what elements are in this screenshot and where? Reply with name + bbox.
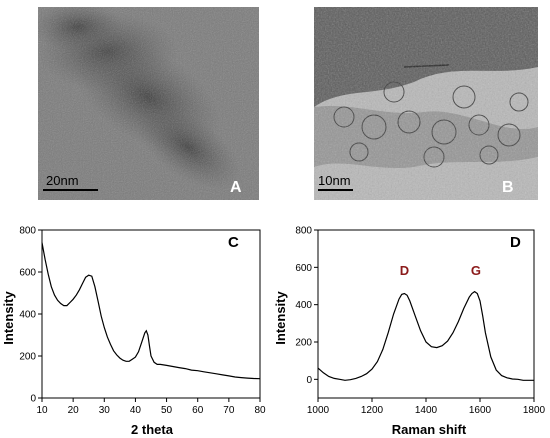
scale-bar-label-a: 20nm	[46, 173, 79, 188]
xrd-x-tick-label: 20	[68, 405, 80, 416]
xrd-series-line	[41, 242, 261, 380]
raman-x-tick-label: 1400	[415, 405, 438, 416]
xrd-x-tick-label: 10	[36, 405, 48, 416]
xrd-plot-frame	[41, 229, 261, 399]
xrd-x-tick-label: 60	[192, 405, 204, 416]
scale-bar-label-b: 10nm	[318, 173, 351, 188]
raman-x-axis-label: Raman shift	[392, 422, 467, 437]
raman-y-tick-label: 600	[295, 263, 312, 274]
raman-peak-label-g: G	[471, 263, 481, 278]
tem-image-a-picture: 20nm A	[38, 7, 259, 200]
xrd-x-tick-label: 30	[99, 405, 111, 416]
xrd-y-tick-label: 0	[30, 394, 36, 405]
raman-y-axis-label: Intensity	[273, 291, 288, 345]
xrd-x-tick-label: 80	[254, 405, 266, 416]
raman-y-tick-label: 200	[295, 338, 312, 349]
xrd-y-axis-label: Intensity	[1, 291, 16, 345]
xrd-x-axis-label: 2 theta	[131, 422, 174, 437]
xrd-x-tick-label: 40	[130, 405, 142, 416]
raman-x-tick-label: 1600	[469, 405, 492, 416]
xrd-y-tick-label: 600	[19, 268, 36, 279]
tem-image-b: 10nm B	[314, 7, 538, 200]
raman-x-tick-label: 1000	[307, 405, 330, 416]
panel-letter-c: C	[228, 234, 239, 251]
raman-y-tick-label: 400	[295, 300, 312, 311]
xrd-y-tick-label: 200	[19, 352, 36, 363]
raman-y-tick-label: 0	[306, 375, 312, 386]
raman-chart: 1000 1200 1400 1600 1800 0 200 400 600 800 D G D R…	[273, 226, 546, 438]
tem-image-b-picture: 10nm B	[314, 7, 538, 200]
raman-series-line	[317, 290, 534, 381]
tem-image-a: 20nm A	[38, 7, 259, 200]
raman-y-tick-label: 800	[295, 226, 312, 237]
xrd-x-tick-label: 50	[161, 405, 173, 416]
raman-x-tick-label: 1800	[523, 405, 546, 416]
xrd-x-tick-label: 70	[223, 405, 235, 416]
panel-letter-b: B	[502, 179, 514, 196]
xrd-y-tick-label: 800	[19, 226, 36, 237]
panel-letter-d: D	[510, 234, 521, 251]
raman-plot-frame	[317, 229, 535, 399]
raman-x-tick-label: 1200	[361, 405, 384, 416]
raman-peak-label-d: D	[400, 263, 409, 278]
xrd-y-tick-label: 400	[19, 310, 36, 321]
panel-letter-a: A	[230, 179, 242, 196]
